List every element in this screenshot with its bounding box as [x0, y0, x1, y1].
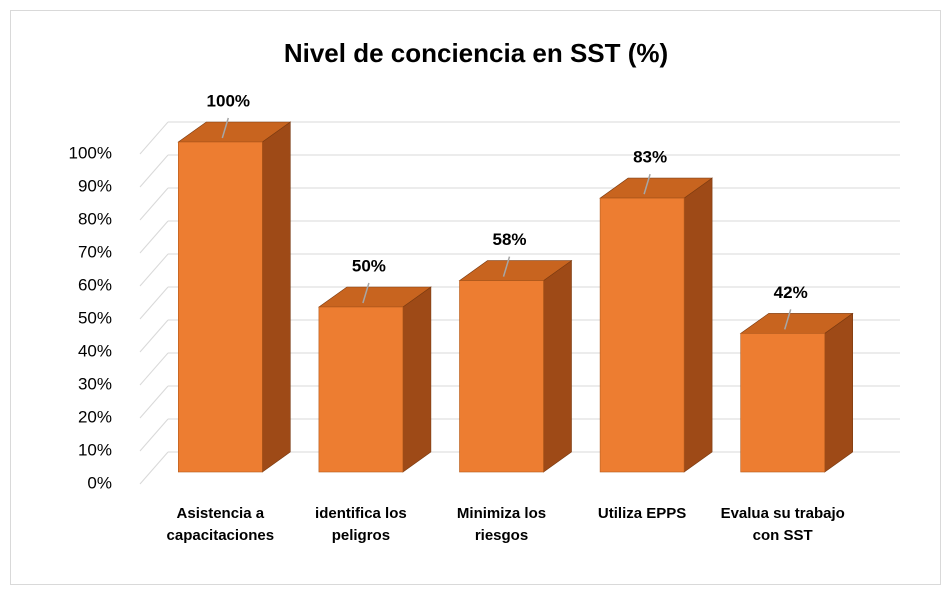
value-label: 83% [633, 148, 667, 167]
y-tick-label: 10% [78, 440, 112, 459]
bar-side [543, 260, 572, 473]
x-tick-label: Utiliza EPPS [597, 505, 687, 522]
y-tick-label: 0% [87, 473, 112, 492]
bar [318, 306, 404, 473]
bar [178, 141, 263, 473]
value-label: 50% [352, 256, 386, 275]
y-tick-label: 30% [78, 374, 112, 393]
grid-line-side [139, 154, 169, 188]
y-tick-label: 70% [78, 242, 112, 261]
grid-line-side [139, 253, 169, 287]
bar [599, 197, 685, 473]
y-tick-label: 60% [78, 275, 112, 294]
value-label: 100% [207, 91, 250, 110]
bar-side [402, 286, 432, 473]
grid-line-side [139, 418, 169, 452]
bar [740, 333, 826, 473]
bar-side [261, 121, 291, 473]
y-tick-label: 50% [78, 308, 112, 327]
bar-side [824, 312, 854, 473]
grid-line-side [139, 385, 169, 419]
x-tick-label: Evalua su trabajo con SST [720, 505, 845, 544]
y-tick-label: 100% [69, 143, 112, 162]
leader-line [643, 173, 651, 195]
value-label: 58% [492, 230, 526, 249]
y-tick-label: 90% [78, 176, 112, 195]
chart-title: Nivel de conciencia en SST (%) [284, 38, 668, 68]
leader-line [221, 117, 230, 139]
y-tick-label: 20% [78, 407, 112, 426]
bar [459, 280, 544, 473]
grid-line-side [139, 286, 169, 320]
bar-side [683, 177, 713, 473]
grid-line-side [139, 451, 169, 485]
leader-line [783, 309, 792, 330]
leader-line [362, 282, 370, 304]
y-tick-label: 40% [78, 341, 112, 360]
leader-line [502, 256, 511, 277]
value-label: 42% [774, 283, 808, 302]
grid-line-side [139, 187, 169, 221]
x-tick-label: Asistencia a capacitaciones [166, 505, 275, 544]
y-tick-label: 80% [78, 209, 112, 228]
grid-line-side [139, 352, 169, 386]
grid-line-side [139, 121, 169, 155]
grid-line-side [139, 220, 169, 254]
x-tick-label: identifica los peligros [315, 505, 407, 544]
grid-line-side [139, 319, 169, 353]
x-tick-label: Minimiza los riesgos [456, 505, 547, 544]
